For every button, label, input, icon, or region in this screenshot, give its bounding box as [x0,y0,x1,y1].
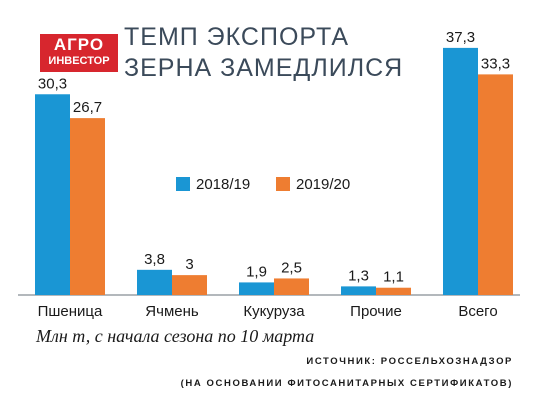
bar-1 [239,282,274,295]
source-basis-line: (НА ОСНОВАНИИ ФИТОСАНИТАРНЫХ СЕРТИФИКАТО… [180,378,513,389]
chart-title: ТЕМП ЭКСПОРТА ЗЕРНА ЗАМЕДЛИЛСЯ [124,23,404,82]
bar-2 [172,275,207,295]
legend-label: 2018/19 [196,176,250,193]
category-label: Пшеница [38,303,103,320]
category-label: Ячмень [145,303,199,320]
legend-label: 2019/20 [296,176,350,193]
value-label: 26,7 [73,99,102,116]
value-label: 1,3 [348,267,369,284]
bar-1 [443,47,478,296]
bar-1 [341,286,376,295]
agroinvestor-logo: АГРО ИНВЕСТОР [40,34,118,72]
legend-swatch-1 [176,177,190,191]
value-label: 3 [185,256,193,273]
source-line: ИСТОЧНИК: РОССЕЛЬХОЗНАДЗОР [306,356,513,367]
value-label: 2,5 [281,259,302,276]
value-label: 37,3 [446,29,475,46]
bar-2 [376,287,411,295]
value-label: 3,8 [144,251,165,268]
units-note: Млн т, с начала сезона по 10 марта [36,326,315,346]
category-label: Прочие [350,303,402,320]
legend-swatch-2 [276,177,290,191]
value-label: 1,1 [383,269,404,286]
logo-line-2: ИНВЕСТОР [48,55,110,67]
bar-2 [70,118,105,295]
bar-2 [478,74,513,295]
value-label: 1,9 [246,263,267,280]
value-label: 30,3 [38,75,67,92]
bar-2 [274,278,309,295]
category-label: Кукуруза [243,303,305,320]
value-label: 33,3 [481,55,510,72]
bar-1 [137,269,172,295]
category-label: Всего [458,303,497,320]
logo-line-1: АГРО [53,35,105,54]
bar-1 [35,94,70,295]
